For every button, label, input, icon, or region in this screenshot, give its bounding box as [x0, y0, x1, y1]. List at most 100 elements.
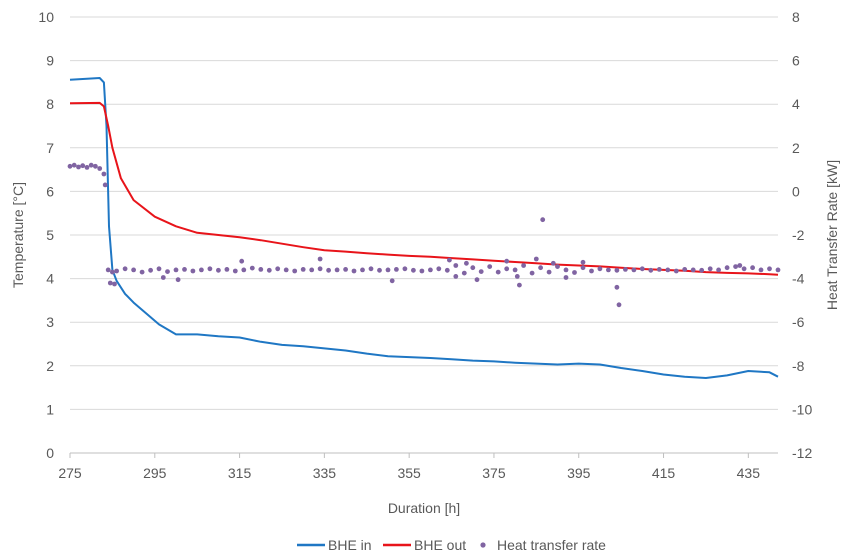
x-axis-title: Duration [h]	[388, 500, 460, 516]
data-point	[232, 268, 238, 274]
data-point	[110, 269, 115, 275]
data-point	[533, 256, 539, 262]
data-point	[385, 267, 391, 273]
y-left-tick-label: 0	[46, 445, 54, 461]
data-point	[97, 166, 103, 171]
x-tick-label: 375	[482, 465, 506, 481]
data-point	[517, 282, 522, 288]
legend-label-bhe-in: BHE in	[328, 537, 372, 553]
data-point	[389, 278, 395, 284]
y-left-tick-label: 10	[38, 9, 54, 25]
data-point	[555, 264, 560, 269]
data-point	[546, 269, 552, 275]
data-point	[521, 263, 526, 268]
legend-label-bhe-out: BHE out	[414, 537, 466, 553]
data-point	[402, 266, 408, 272]
data-point	[665, 267, 671, 273]
data-point	[614, 267, 620, 273]
data-point	[614, 284, 620, 290]
data-point	[453, 274, 459, 279]
data-point	[207, 266, 213, 272]
data-point	[758, 267, 764, 273]
data-point	[266, 267, 272, 273]
y-right-tick-label: 4	[792, 96, 800, 112]
y-right-tick-label: 2	[792, 140, 800, 156]
series-line-bhe-out	[69, 101, 779, 276]
data-point	[550, 260, 556, 266]
data-point	[707, 266, 713, 272]
y-right-tick-label: -12	[792, 445, 812, 461]
data-point	[690, 267, 696, 273]
data-point	[377, 267, 382, 273]
data-point	[360, 267, 365, 273]
data-point	[453, 263, 459, 268]
data-point	[239, 258, 245, 264]
data-point	[428, 267, 433, 273]
data-point	[514, 274, 520, 279]
y-left-tick-label: 5	[46, 227, 54, 243]
data-point	[258, 267, 264, 272]
data-point	[572, 270, 577, 275]
y-right-tick-label: -2	[792, 227, 805, 243]
data-point	[597, 266, 603, 272]
data-point	[699, 267, 705, 273]
y-left-tick-label: 4	[46, 271, 54, 287]
data-point	[750, 265, 755, 271]
series-layer	[67, 77, 781, 379]
data-point	[156, 266, 162, 272]
x-tick-label: 355	[397, 465, 421, 481]
data-point	[529, 270, 535, 276]
data-point	[724, 265, 730, 271]
data-point	[101, 171, 107, 177]
data-point	[80, 163, 86, 169]
data-point	[102, 182, 108, 188]
data-point	[504, 258, 510, 264]
data-point	[165, 269, 170, 274]
y-left-tick-label: 2	[46, 358, 54, 374]
data-point	[474, 277, 480, 283]
data-point	[173, 267, 179, 273]
data-point	[175, 277, 181, 283]
data-point	[504, 266, 510, 272]
data-point	[733, 264, 738, 269]
data-point	[241, 267, 247, 273]
x-tick-label: 395	[567, 465, 591, 481]
data-point	[309, 267, 315, 273]
data-point	[464, 260, 469, 266]
data-point	[563, 267, 569, 273]
data-point	[673, 268, 679, 274]
legend-label-heat-transfer-rate: Heat transfer rate	[497, 537, 606, 553]
x-tick-label: 335	[313, 465, 337, 481]
data-point	[580, 259, 586, 265]
y-right-tick-label: -10	[792, 401, 812, 417]
data-point	[470, 265, 476, 271]
data-point	[444, 267, 450, 273]
data-point	[283, 267, 289, 273]
data-point	[411, 267, 416, 273]
data-point	[682, 267, 688, 272]
data-point	[93, 163, 98, 169]
data-point	[461, 270, 467, 276]
data-point	[512, 267, 518, 273]
data-point	[487, 264, 493, 269]
y-right-tick-label: 6	[792, 53, 800, 69]
data-point	[538, 265, 543, 271]
y-right-tick-label: -6	[792, 314, 805, 330]
data-point	[105, 267, 111, 273]
data-point	[216, 267, 221, 273]
data-point	[317, 266, 323, 272]
data-point	[190, 268, 196, 274]
data-point	[67, 163, 73, 169]
axis-layer: 0 1 2 3 4 5 6 7 8 9 10 -12 -10 -8 -6 -4 -2 0 2 4 6 8 275 295 315…	[38, 9, 812, 481]
data-point	[775, 267, 781, 273]
data-point	[334, 267, 340, 273]
data-point	[84, 165, 90, 170]
data-point	[326, 267, 331, 273]
data-point	[249, 265, 255, 271]
data-point	[741, 266, 747, 272]
data-point	[716, 267, 721, 273]
x-tick-label: 295	[143, 465, 167, 481]
y-left-tick-label: 8	[46, 96, 54, 112]
